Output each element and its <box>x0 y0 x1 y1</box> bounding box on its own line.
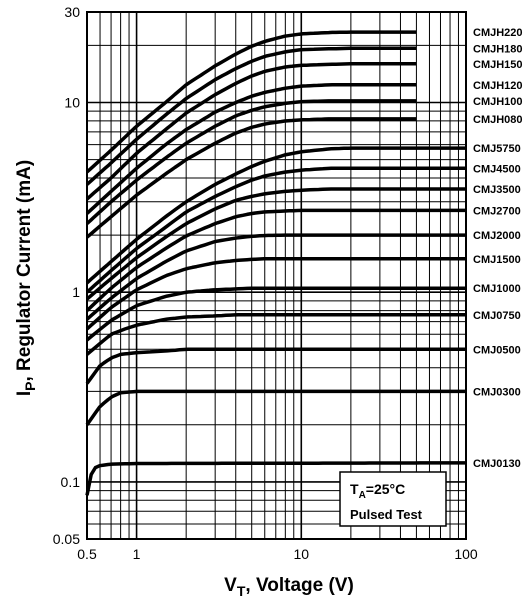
series-label: CMJH120 <box>473 80 523 92</box>
y-axis-symbol: I <box>14 391 35 396</box>
series-line <box>85 117 417 239</box>
annotation-box: TA=25°C Pulsed Test <box>339 471 447 527</box>
y-tick-label: 1 <box>72 284 80 300</box>
y-axis-unit: , Regulator Current (mA) <box>14 160 35 382</box>
annotation-temp-subscript: A <box>359 490 366 501</box>
series-line <box>85 187 466 301</box>
series-line <box>85 30 417 174</box>
series-label: CMJ2700 <box>473 205 521 217</box>
x-axis-title: VT, Voltage (V) <box>224 575 354 598</box>
series-line <box>85 62 417 201</box>
series-label: CMJ5750 <box>473 143 521 155</box>
series-line <box>85 166 466 294</box>
series-line <box>85 286 466 342</box>
series-line <box>85 461 466 496</box>
series-label: CMJ0130 <box>473 458 521 470</box>
series-line <box>85 389 466 426</box>
series-label: CMJ3500 <box>473 184 521 196</box>
series-line <box>85 99 417 225</box>
annotation-temp-symbol: T <box>350 481 359 497</box>
x-axis-unit: , Voltage (V) <box>245 575 353 596</box>
y-axis-title: IP, Regulator Current (mA) <box>14 160 38 396</box>
x-tick-label: 1 <box>133 546 141 562</box>
series-line <box>85 46 417 186</box>
series-label: CMJ1000 <box>473 283 521 295</box>
series-label: CMJ1500 <box>473 254 521 266</box>
annotation-temp-value: =25°C <box>366 481 405 497</box>
series-label: CMJ4500 <box>473 163 521 175</box>
y-tick-label: 0.1 <box>61 474 81 490</box>
x-tick-label: 0.5 <box>77 546 97 562</box>
annotation-temperature: TA=25°C <box>350 481 405 501</box>
series-line <box>85 83 417 215</box>
series-line <box>85 257 466 331</box>
series-label: CMJH150 <box>473 59 523 71</box>
x-tick-labels: 0.5 1 10 100 <box>77 546 478 562</box>
series-labels: CMJH220 CMJH180 CMJH150 CMJH120 CMJH100 CMJH0… <box>473 27 523 470</box>
y-tick-labels: 0.05 0.1 1 10 30 <box>53 4 80 547</box>
series-line <box>85 347 466 385</box>
x-tick-label: 10 <box>294 546 310 562</box>
series-label: CMJ2000 <box>473 230 521 242</box>
series-label: CMJ0500 <box>473 344 521 356</box>
series-label: CMJH220 <box>473 27 523 39</box>
series-line <box>85 146 466 285</box>
series-label: CMJH080 <box>473 114 523 126</box>
series-label: CMJ0300 <box>473 386 521 398</box>
series-lines <box>85 30 466 496</box>
series-label: CMJH180 <box>473 43 523 55</box>
x-axis-subscript: T <box>237 583 246 598</box>
series-label: CMJH100 <box>473 96 523 108</box>
annotation-background <box>339 471 447 527</box>
y-tick-label: 30 <box>64 4 80 20</box>
x-axis-symbol: V <box>224 575 237 596</box>
x-tick-label: 100 <box>454 546 478 562</box>
series-label: CMJ0750 <box>473 310 521 322</box>
annotation-pulsed-test: Pulsed Test <box>350 507 423 522</box>
series-line <box>85 208 466 312</box>
series-line <box>85 313 466 356</box>
plot-frame <box>86 11 467 540</box>
y-tick-label: 10 <box>64 95 80 111</box>
y-tick-label: 0.05 <box>53 531 80 547</box>
series-line <box>85 233 466 321</box>
y-axis-subscript: P <box>22 382 38 391</box>
